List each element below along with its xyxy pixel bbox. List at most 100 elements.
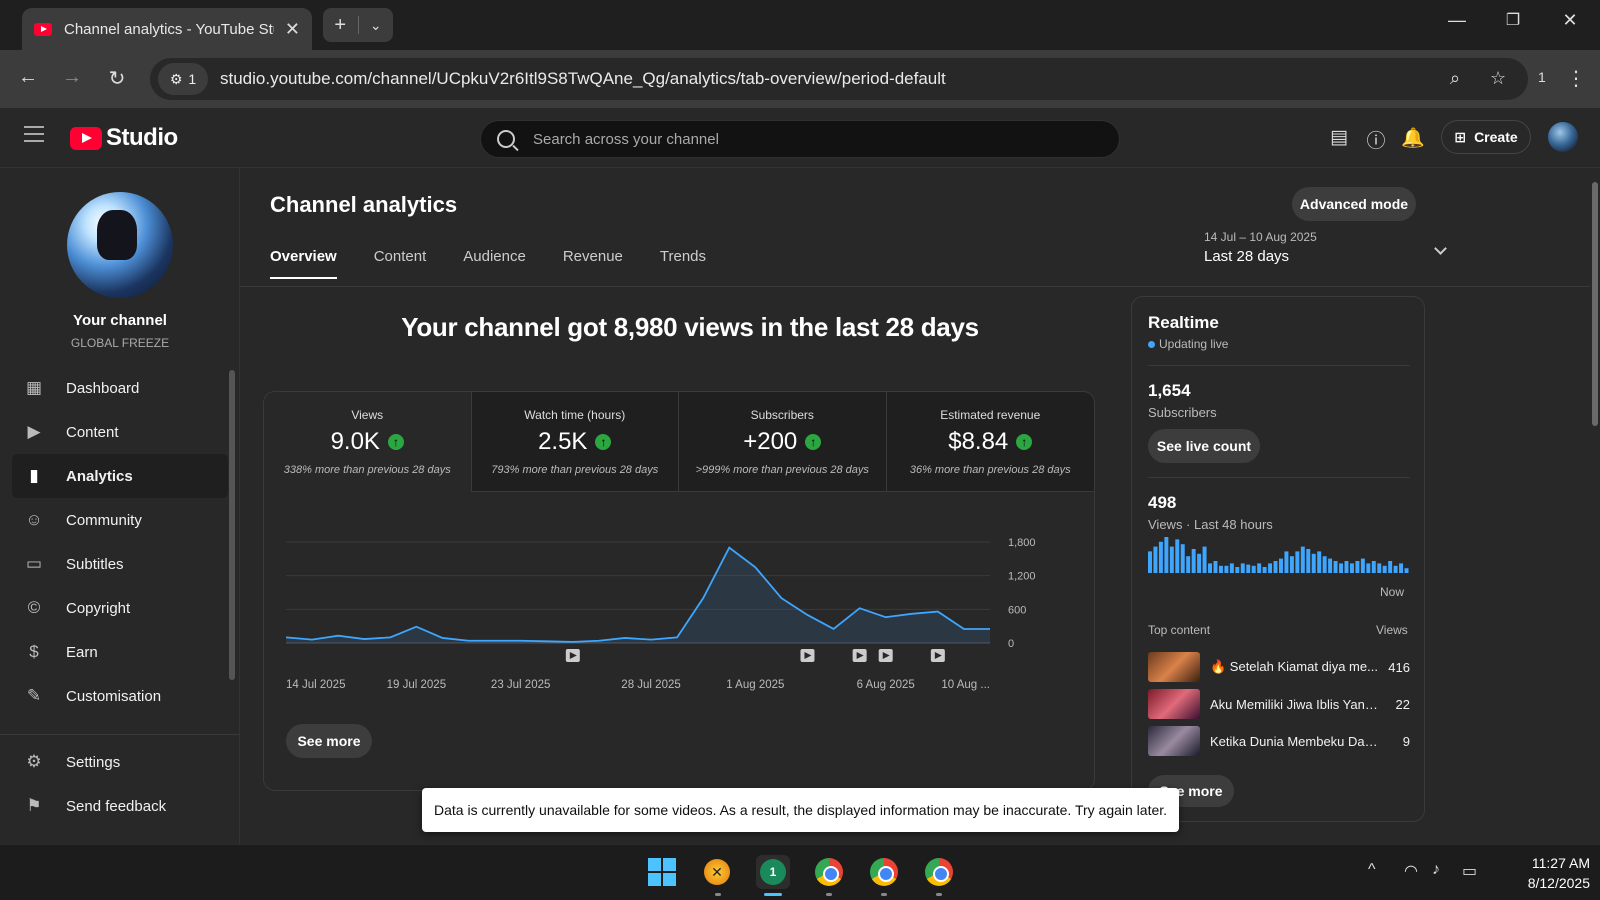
live-dot-icon — [1148, 340, 1155, 348]
sidebar-item-label: Copyright — [66, 599, 131, 617]
video-thumbnail — [1148, 689, 1200, 719]
studio-logo[interactable]: Studio — [70, 124, 178, 152]
x-tick-label: 6 Aug 2025 — [857, 679, 915, 691]
views-chart[interactable]: 0 600 1,200 1,800 14 Jul 2025 19 Jul 2025 23 J… — [264, 492, 1095, 712]
sidebar-item-dashboard[interactable]: ▦ Dashboard — [12, 366, 228, 410]
realtime-bar — [1317, 551, 1322, 573]
search-icon[interactable] — [497, 130, 515, 148]
tab-search-chevron-icon[interactable]: ⌄ — [369, 16, 382, 33]
metric-subscribers[interactable]: Subscribers +200 ↑ >999% more than previo… — [679, 392, 887, 492]
running-indicator — [881, 893, 887, 896]
now-label: Now — [1380, 585, 1405, 599]
sidebar-scrollbar[interactable] — [229, 370, 235, 680]
notifications-bell-icon[interactable]: 🔔 — [1401, 128, 1425, 149]
messages-icon[interactable]: ▤ — [1330, 127, 1348, 148]
account-avatar[interactable] — [1548, 122, 1578, 152]
chevron-down-icon — [1434, 242, 1447, 255]
tab-revenue[interactable]: Revenue — [562, 248, 623, 265]
hamburger-menu-icon[interactable] — [24, 126, 44, 142]
app-x-icon[interactable]: ✕ — [700, 855, 734, 889]
sidebar-item-subtitles[interactable]: ▭ Subtitles — [12, 542, 228, 586]
see-more-button[interactable]: See more — [286, 724, 372, 758]
app-notification-icon[interactable]: 1 — [756, 855, 790, 889]
studio-header: Studio ▤ ⓘ 🔔 ⊞ Create — [0, 108, 1600, 168]
realtime-bar — [1218, 565, 1223, 573]
sidebar-item-send-feedback[interactable]: ⚑ Send feedback — [12, 784, 228, 828]
video-views: 22 — [1395, 696, 1410, 712]
chrome-profile-3-icon[interactable] — [922, 855, 956, 889]
sidebar-item-copyright[interactable]: © Copyright — [12, 586, 228, 630]
extensions-count[interactable]: 1 — [1538, 69, 1546, 85]
volume-icon[interactable]: ♪ — [1432, 861, 1440, 878]
date-range-selector[interactable]: 14 Jul – 10 Aug 2025 Last 28 days — [1204, 230, 1447, 265]
windows-taskbar: ✕ 1 ^ ◠ ♪ ▭ 11:27 AM 8/12/2025 — [0, 844, 1600, 900]
restore-icon[interactable]: ❐ — [1505, 12, 1521, 29]
tab-audience[interactable]: Audience — [463, 248, 526, 265]
taskbar-badge: 1 — [760, 859, 786, 885]
tab-overview[interactable]: Overview — [270, 248, 337, 279]
bookmark-star-icon[interactable]: ☆ — [1490, 68, 1507, 88]
address-bar[interactable]: ⚙ 1 studio.youtube.com/channel/UCpkuV2r6… — [150, 58, 1528, 100]
browser-tab-analytics[interactable]: Channel analytics - YouTube Studio ✕ — [22, 8, 312, 50]
channel-name[interactable]: Your channel — [73, 312, 167, 329]
metric-value: 9.0K — [330, 428, 380, 455]
realtime-bar — [1322, 556, 1327, 573]
sidebar-item-customisation[interactable]: ✎ Customisation — [12, 674, 228, 718]
top-content-item[interactable]: 🔥 Setelah Kiamat diya me... 416 — [1148, 651, 1410, 683]
battery-icon[interactable]: ▭ — [1462, 863, 1478, 880]
top-content-header: Top content — [1148, 623, 1211, 637]
settings-icon: ⚙ — [26, 752, 42, 771]
realtime-bar — [1186, 556, 1191, 573]
reload-icon[interactable]: ↻ — [108, 68, 126, 90]
chrome-profile-1-icon[interactable] — [812, 855, 846, 889]
create-button[interactable]: ⊞ Create — [1441, 120, 1531, 154]
chrome-profile-2-icon[interactable] — [867, 855, 901, 889]
top-content-item[interactable]: Ketika Dunia Membeku Dan H... 9 — [1148, 725, 1410, 757]
metric-watch-time[interactable]: Watch time (hours) 2.5K ↑ 793% more than … — [471, 392, 679, 492]
close-tab-icon[interactable]: ✕ — [284, 18, 300, 39]
site-info-button[interactable]: ⚙ 1 — [158, 63, 208, 95]
back-icon[interactable]: ← — [18, 66, 38, 88]
sidebar-item-community[interactable]: ☺ Community — [12, 498, 228, 542]
forward-icon[interactable]: → — [62, 66, 82, 88]
sidebar-item-analytics[interactable]: ▮ Analytics — [12, 454, 228, 498]
metric-estimated-revenue[interactable]: Estimated revenue $8.84 ↑ 36% more than p… — [886, 392, 1094, 492]
realtime-bar — [1262, 567, 1267, 573]
chrome-icon — [870, 858, 898, 886]
advanced-mode-button[interactable]: Advanced mode — [1292, 187, 1416, 221]
wifi-icon[interactable]: ◠ — [1404, 863, 1418, 880]
help-icon[interactable]: ⓘ — [1366, 131, 1386, 152]
minimize-icon[interactable]: — — [1448, 10, 1466, 30]
channel-avatar[interactable] — [67, 192, 173, 298]
search-input[interactable] — [533, 130, 1073, 148]
sidebar-item-settings[interactable]: ⚙ Settings — [12, 740, 228, 784]
metric-views[interactable]: Views 9.0K ↑ 338% more than previous 28 d… — [264, 392, 472, 492]
video-views: 416 — [1388, 659, 1410, 675]
system-clock[interactable]: 11:27 AM 8/12/2025 — [1500, 853, 1590, 893]
new-tab-icon[interactable]: + — [334, 13, 347, 36]
tab-content[interactable]: Content — [373, 248, 427, 265]
date-range-dates: 14 Jul – 10 Aug 2025 — [1204, 230, 1317, 244]
search-bar — [480, 120, 1120, 158]
scrollbar-thumb[interactable] — [1592, 182, 1598, 426]
realtime-views-bar-chart[interactable] — [1148, 537, 1410, 585]
views-headline: Your channel got 8,980 views in the last… — [401, 312, 979, 342]
top-content-item[interactable]: Aku Memiliki Jiwa Iblis Yang... 22 — [1148, 688, 1410, 720]
sidebar-item-content[interactable]: ▶ Content — [12, 410, 228, 454]
main-scrollbar[interactable] — [1590, 168, 1600, 844]
zoom-icon[interactable]: ⌕ — [1450, 68, 1461, 88]
see-live-count-button[interactable]: See live count — [1148, 429, 1260, 463]
metric-value: $8.84 — [948, 428, 1009, 455]
realtime-bar — [1240, 563, 1245, 573]
close-window-icon[interactable]: ✕ — [1562, 10, 1578, 30]
start-windows-icon[interactable] — [645, 855, 679, 889]
sidebar-item-earn[interactable]: $ Earn — [12, 630, 228, 674]
realtime-views-value: 498 — [1148, 493, 1177, 512]
realtime-status-text: Updating live — [1159, 337, 1229, 351]
tray-chevron-up-icon[interactable]: ^ — [1368, 861, 1376, 878]
video-marker-play-icon — [856, 652, 864, 659]
tab-trends[interactable]: Trends — [659, 248, 707, 265]
sidebar-nav: ▦ Dashboard ▶ Content ▮ Analytics ☺ Comm… — [12, 366, 228, 718]
realtime-bar — [1224, 565, 1229, 573]
browser-menu-icon[interactable]: ⋮ — [1566, 68, 1586, 90]
